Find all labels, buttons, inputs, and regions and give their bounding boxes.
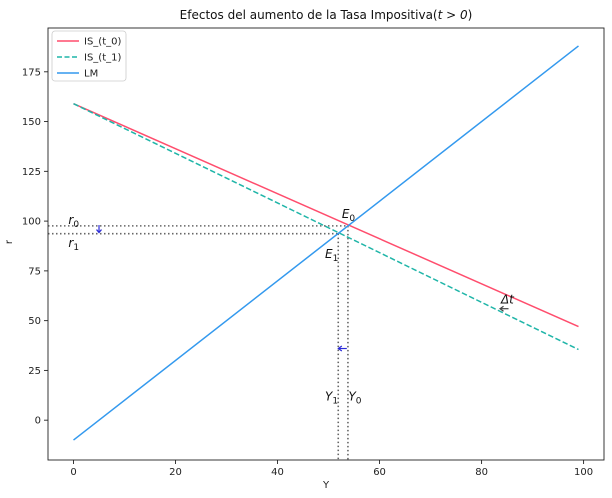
x-tick-label-0: 0 — [70, 467, 76, 478]
annotation-2: r0 — [68, 213, 79, 230]
legend-box — [51, 30, 127, 82]
arrow-0-head — [96, 229, 102, 234]
axes-frame — [47, 27, 605, 461]
y-axis-label: r — [4, 239, 15, 244]
y-tick-label-2: 50 — [28, 316, 41, 327]
y-tick-label-5: 125 — [22, 167, 41, 178]
series-line-1 — [73, 102, 579, 351]
chart-title: Efectos del aumento de la Tasa Impositiv… — [180, 8, 473, 22]
series-line-0 — [73, 102, 579, 328]
annotation-3: r1 — [68, 236, 79, 253]
y-tick-label-6: 150 — [22, 117, 41, 128]
legend-label-0: IS_(t_0) — [84, 37, 121, 48]
legend-label-2: LM — [84, 69, 98, 80]
x-tick-label-5: 100 — [574, 467, 593, 478]
x-tick-label-4: 80 — [475, 467, 488, 478]
y-tick-label-1: 25 — [28, 366, 41, 377]
arrow-1-head — [337, 345, 343, 352]
y-tick-label-4: 100 — [22, 217, 41, 228]
plot-area: E0 E1 r0 r1 Y1 Y0 Δt 0 20 40 60 80 100 0 25 50 75 100 125 1… — [22, 27, 605, 478]
x-tick-label-1: 20 — [169, 467, 182, 478]
series-line-2 — [73, 45, 579, 441]
arrow-2-head — [498, 305, 504, 312]
annotation-1: E1 — [325, 247, 338, 264]
y-tick-label-3: 75 — [28, 266, 41, 277]
annotation-5: Y0 — [348, 389, 361, 406]
x-axis-label: Y — [322, 480, 330, 491]
legend-label-1: IS_(t_1) — [84, 53, 121, 64]
x-tick-label-2: 40 — [271, 467, 284, 478]
legend: IS_(t_0) IS_(t_1) LM — [51, 30, 127, 82]
annotation-6: Δt — [500, 293, 515, 307]
y-tick-label-7: 175 — [22, 67, 41, 78]
annotation-0: E0 — [342, 207, 356, 224]
y-tick-label-0: 0 — [35, 416, 41, 427]
x-tick-label-3: 60 — [373, 467, 386, 478]
plot-series-group — [48, 45, 579, 460]
annotation-4: Y1 — [325, 389, 338, 406]
